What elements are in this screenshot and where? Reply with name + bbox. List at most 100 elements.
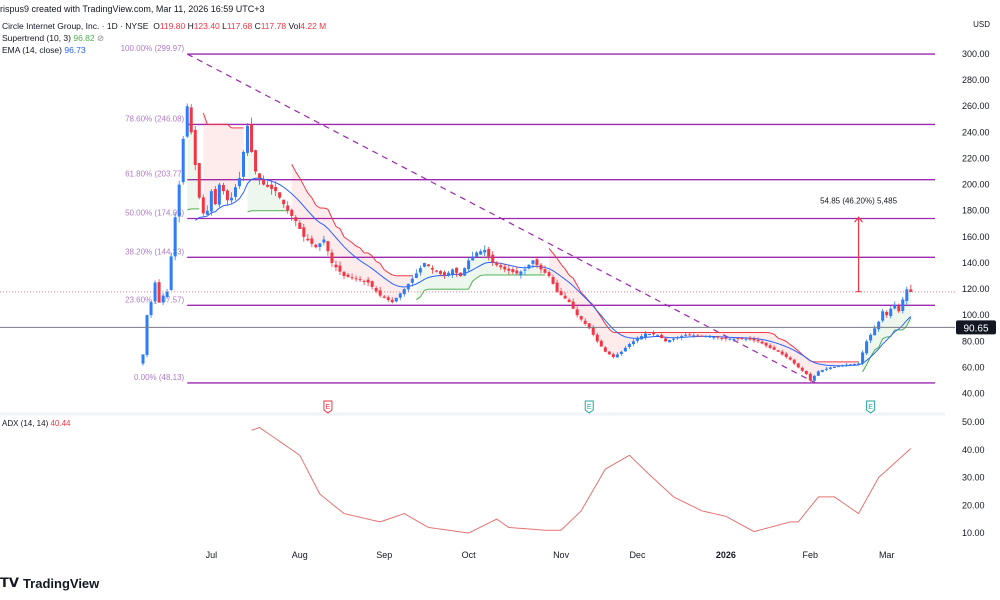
candle-body	[861, 352, 865, 364]
candle-body	[535, 259, 539, 265]
supertrend-fill	[311, 197, 316, 247]
candle-body	[849, 364, 853, 366]
candle-body	[262, 179, 266, 185]
candle-body	[266, 184, 270, 187]
candle	[354, 275, 358, 282]
candle	[877, 320, 881, 332]
candle-body	[611, 354, 615, 357]
candle	[820, 369, 824, 373]
close-label: C	[254, 21, 261, 31]
supertrend-line	[387, 272, 393, 276]
earnings-marker-icon[interactable]: E	[323, 400, 333, 414]
candle	[684, 332, 688, 338]
time-tick-label: Aug	[292, 550, 308, 560]
candle	[507, 264, 511, 275]
candle-body	[169, 256, 173, 291]
candle	[434, 269, 438, 273]
supertrend-fill	[762, 332, 767, 345]
candle-body	[836, 366, 840, 368]
supertrend-legend[interactable]: Supertrend (10, 3) 96.82 ⊘	[2, 32, 326, 44]
candle-body	[668, 340, 672, 343]
candle	[664, 337, 668, 342]
candle	[185, 103, 189, 138]
currency-label: USD	[973, 20, 990, 29]
supertrend-line	[556, 258, 562, 265]
supertrend-label: Supertrend (10, 3)	[2, 33, 71, 43]
candle	[394, 297, 398, 303]
low-label: L	[222, 21, 227, 31]
candle-body	[820, 370, 824, 372]
price-tick-label: 80.00	[962, 336, 985, 346]
candle-body	[221, 184, 225, 192]
candle-body	[812, 375, 816, 381]
supertrend-line	[769, 332, 775, 335]
price-tick-label: 180.00	[962, 206, 990, 216]
time-tick-label: Mar	[879, 550, 895, 560]
candle	[221, 182, 225, 195]
supertrend-line	[596, 311, 602, 318]
measure-arrow-head-icon	[854, 216, 864, 223]
candle-body	[873, 328, 877, 336]
adx-tick-label: 30.00	[962, 473, 985, 483]
candle	[583, 318, 587, 326]
candle-body	[330, 252, 334, 263]
candle-body	[591, 327, 595, 335]
candle-body	[217, 184, 221, 205]
supertrend-fill	[524, 266, 529, 275]
earnings-marker-icon[interactable]: E	[584, 400, 594, 414]
candle	[471, 251, 475, 261]
candle	[278, 192, 282, 200]
supertrend-fill	[625, 332, 630, 350]
candle	[575, 306, 579, 318]
supertrend-line	[548, 248, 554, 254]
candle	[229, 192, 233, 205]
supertrend-fill	[223, 124, 228, 196]
adx-legend[interactable]: ADX (14, 14) 40.44	[2, 419, 71, 428]
candle-body	[406, 283, 410, 290]
candle	[531, 259, 535, 269]
candle-body	[390, 299, 394, 303]
adx-tick-label: 20.00	[962, 500, 985, 510]
supertrend-line	[472, 277, 477, 282]
fib-level-label: 0.00% (48.13)	[134, 373, 185, 382]
supertrend-fill	[352, 242, 357, 279]
supertrend-line	[339, 228, 345, 238]
candle-body	[467, 260, 471, 270]
tradingview-logo[interactable]: 𝗧𝗩 TradingView	[0, 575, 99, 591]
candle	[153, 280, 157, 305]
earnings-marker-icon[interactable]: E	[866, 400, 876, 414]
candle-body	[567, 299, 571, 303]
candle	[286, 201, 290, 214]
candle	[772, 345, 776, 350]
candle	[668, 339, 672, 343]
supertrend-line	[781, 339, 787, 342]
supertrend-line	[906, 317, 912, 326]
candle	[527, 263, 531, 270]
candle-body	[278, 192, 282, 198]
supertrend-fill	[360, 247, 365, 282]
candle-body	[193, 129, 197, 166]
supertrend-fill	[432, 268, 437, 290]
candle	[780, 349, 784, 356]
supertrend-fill	[605, 323, 610, 353]
candle-body	[615, 354, 619, 358]
ema-legend[interactable]: EMA (14, close) 96.73	[2, 44, 326, 56]
candle	[736, 337, 740, 342]
open-value: 119.80	[159, 21, 186, 31]
supertrend-fill	[472, 254, 477, 282]
candle-body	[652, 332, 656, 335]
candle-body	[471, 256, 475, 261]
candle-body	[161, 295, 165, 303]
earnings-marker-shape	[866, 400, 876, 414]
candle-body	[607, 351, 611, 355]
candle-body	[756, 339, 760, 342]
hidden-icon[interactable]: ⊘	[97, 33, 105, 43]
supertrend-fill	[778, 338, 783, 354]
candle	[350, 273, 354, 281]
supertrend-fill	[299, 178, 304, 233]
supertrend-fill	[886, 312, 891, 338]
supertrend-line	[335, 226, 341, 230]
credit-text: rispus9 created with TradingView.com, Ma…	[0, 4, 265, 14]
candle	[254, 149, 258, 175]
